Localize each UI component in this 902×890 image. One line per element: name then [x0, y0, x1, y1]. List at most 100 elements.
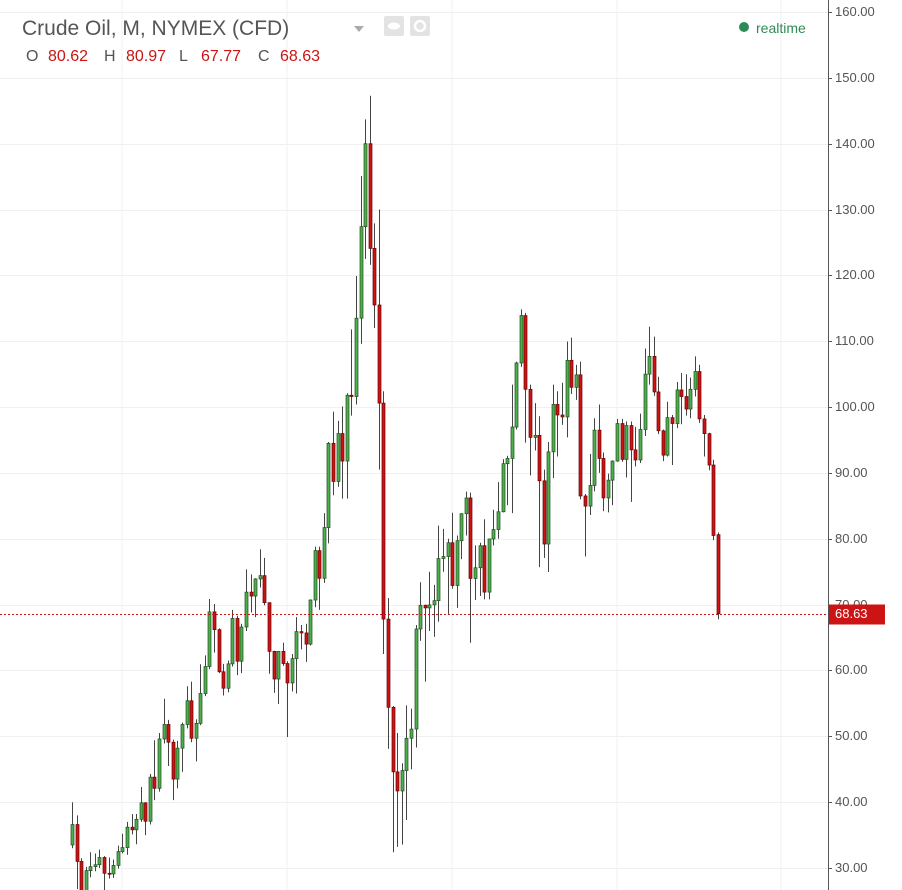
candle-body: [267, 602, 272, 652]
candle-body: [230, 618, 235, 665]
ohlc-legend: O 80.62 H 80.97 L 67.77 C 68.63: [26, 48, 320, 65]
candle-body: [189, 700, 194, 739]
candle-body: [134, 818, 139, 831]
candle-body: [400, 770, 405, 792]
candle-body: [162, 724, 167, 740]
candle-body: [198, 693, 203, 724]
candle-body: [253, 578, 258, 597]
candle-body: [120, 847, 125, 852]
last-price-box: [829, 604, 885, 625]
gear-icon: [413, 19, 427, 33]
candle-body: [221, 671, 226, 689]
candle-body: [290, 658, 295, 684]
candle-body: [116, 851, 121, 866]
candle-body: [446, 542, 451, 557]
candle-body: [395, 771, 400, 792]
candle-body: [336, 433, 341, 482]
candle-body: [331, 442, 336, 482]
y-tick-label: 130.00: [835, 202, 875, 217]
candle-body: [226, 663, 231, 689]
status: realtime: [756, 20, 806, 36]
last-price-label: 68.63: [835, 606, 868, 621]
candle-body: [555, 404, 560, 416]
candle-body: [244, 591, 249, 628]
candle-body: [180, 724, 185, 749]
candle-body: [88, 866, 93, 871]
candle-body: [491, 529, 496, 540]
candle-body: [212, 611, 217, 630]
status-dot: [739, 22, 749, 32]
candle-body: [249, 591, 254, 597]
candle-body: [427, 604, 432, 609]
candle-body: [505, 458, 510, 465]
candle-body: [102, 857, 107, 874]
candle-body: [546, 451, 551, 545]
candle-body: [702, 418, 707, 435]
y-tick-label: 60.00: [835, 662, 868, 677]
candle-body: [148, 776, 153, 822]
candle-body: [107, 872, 112, 875]
y-tick-label: 100.00: [835, 399, 875, 414]
candle-body: [363, 143, 368, 227]
candle-body: [143, 802, 148, 822]
candle-body: [592, 429, 597, 486]
ohlc-value: 80.97: [126, 48, 166, 65]
candle-body: [468, 497, 473, 579]
candle-body: [75, 824, 80, 862]
candle-body: [633, 449, 638, 461]
candle-body: [583, 495, 588, 507]
candle-body: [152, 776, 157, 789]
candle-body: [588, 485, 593, 507]
candle-body: [455, 540, 460, 586]
candle-body: [459, 513, 464, 542]
candle-body: [693, 371, 698, 390]
candle-body: [551, 404, 556, 453]
candle-body: [285, 663, 290, 684]
candle-body: [166, 724, 171, 743]
candle-body: [239, 626, 244, 662]
ohlc-key: L: [179, 48, 188, 65]
candle-body: [377, 304, 382, 404]
candle-body: [643, 373, 648, 430]
candle-body: [130, 826, 135, 831]
candle-body: [574, 374, 579, 388]
ohlc-key: C: [258, 48, 270, 65]
candle-body: [638, 429, 643, 461]
candle-body: [175, 747, 180, 780]
candle-body: [578, 374, 583, 497]
candle-body: [533, 435, 538, 438]
candle-body: [345, 394, 350, 462]
settings-button[interactable]: [410, 16, 430, 36]
y-tick-label: 110.00: [835, 333, 874, 348]
candle-body: [482, 545, 487, 593]
candle-body: [235, 618, 240, 662]
candle-body: [464, 497, 469, 515]
candle-body: [404, 737, 409, 771]
candle-body: [207, 611, 212, 667]
candle-body: [308, 599, 313, 645]
candle-body: [70, 824, 75, 846]
candle-body: [675, 389, 680, 424]
candle-body: [359, 226, 364, 319]
eye-icon: [388, 22, 400, 30]
y-tick-label: 40.00: [835, 794, 868, 809]
candle-body: [326, 442, 331, 528]
candle-body: [409, 728, 414, 739]
candle-body: [340, 433, 345, 462]
candle-body: [711, 464, 716, 536]
candle-body: [414, 628, 419, 730]
candle-body: [185, 700, 190, 725]
candle-body: [697, 371, 702, 420]
candle-body: [601, 458, 606, 499]
candle-body: [258, 575, 263, 580]
candle-body: [597, 429, 602, 459]
candle-body: [679, 389, 684, 397]
candle-body: [647, 356, 652, 375]
candle-body: [349, 394, 354, 397]
ohlc-key: H: [104, 48, 116, 65]
candle-body: [97, 857, 102, 866]
candle-body: [372, 248, 377, 306]
dropdown-icon[interactable]: [354, 26, 364, 32]
candle-body: [610, 460, 615, 481]
